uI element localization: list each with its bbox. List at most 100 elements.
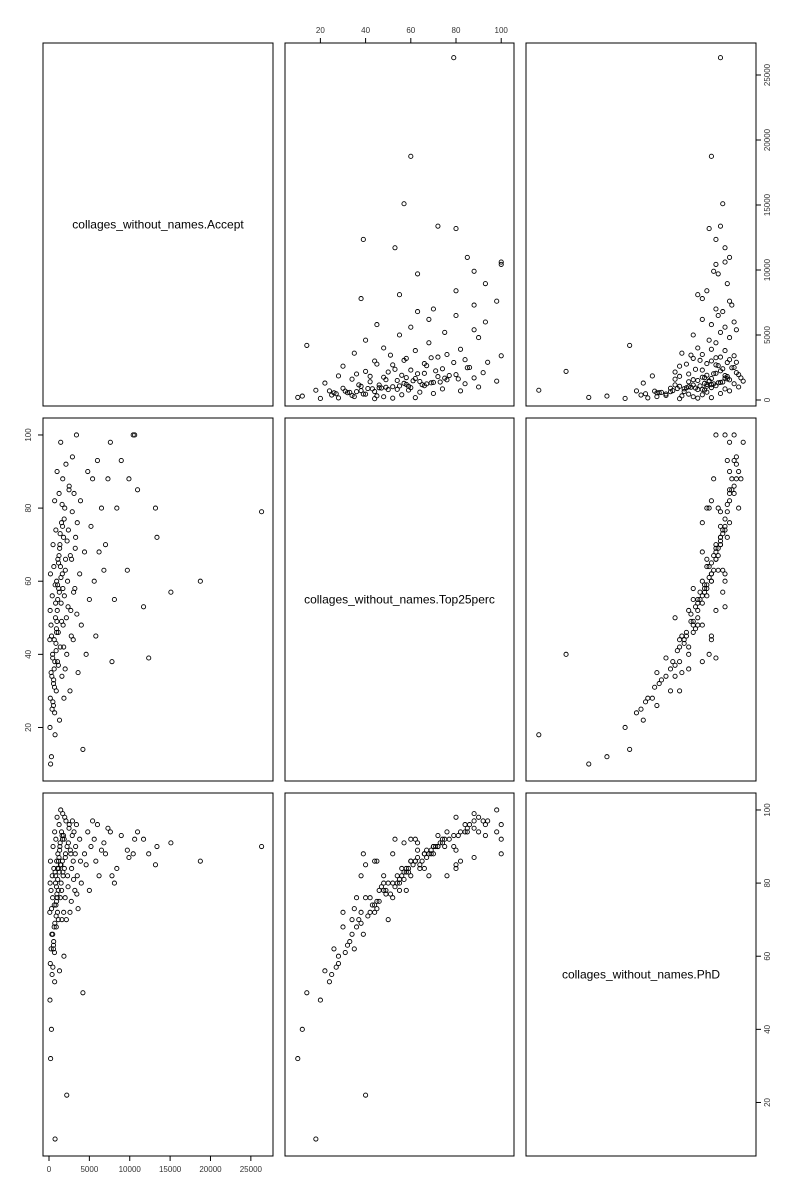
data-point-r0-c2-28 — [727, 335, 733, 341]
data-point-r1-c0-131 — [50, 655, 56, 661]
data-point-r0-c2-46 — [731, 364, 737, 371]
data-point-r0-c1-27 — [396, 332, 403, 338]
data-point-r1-c0-122 — [71, 589, 77, 595]
data-point-r1-c2-132 — [638, 706, 644, 712]
data-point-r2-c0-122 — [71, 876, 77, 882]
data-point-r1-c0-123 — [72, 545, 78, 551]
data-point-r2-c0-22 — [94, 822, 100, 828]
data-point-r2-c0-113 — [60, 869, 66, 875]
data-point-r0-c2-98 — [702, 387, 708, 393]
data-point-r2-c0-43 — [69, 865, 75, 872]
data-point-r2-c0-118 — [66, 825, 72, 831]
data-point-r2-c1-11 — [415, 847, 421, 853]
data-point-r0-c2-80 — [681, 388, 687, 395]
data-point-r2-c1-21 — [426, 873, 432, 879]
data-point-r2-c0-87 — [48, 1026, 54, 1032]
data-point-r1-c0-15 — [109, 659, 115, 665]
data-point-r1-c0-127 — [54, 629, 60, 635]
data-point-r0-c1-102 — [410, 378, 416, 384]
right-tick-label-phd-100: 100 — [763, 803, 772, 817]
data-point-r0-c2-103 — [658, 389, 664, 396]
data-point-r0-c1-0 — [451, 55, 457, 61]
data-point-r1-c0-55 — [61, 593, 67, 599]
data-point-r1-c2-41 — [708, 637, 714, 643]
diagonal-label-top25: collages_without_names.Top25perc — [304, 593, 495, 607]
data-point-r2-c0-76 — [53, 836, 59, 842]
data-point-r0-c2-113 — [702, 375, 708, 381]
data-point-r0-c2-7 — [727, 254, 733, 260]
data-point-r1-c0-27 — [86, 596, 92, 603]
data-point-r1-c2-5 — [713, 655, 719, 661]
data-point-r0-c1-48 — [408, 367, 414, 373]
data-point-r1-c2-113 — [702, 585, 708, 592]
data-point-r2-c1-108 — [358, 920, 364, 926]
data-point-r2-c1-100 — [378, 884, 384, 890]
data-point-r2-c0-4 — [152, 862, 159, 868]
right-tick-label-phd-40: 40 — [763, 1024, 772, 1033]
data-point-r1-c0-124 — [74, 611, 80, 617]
data-point-r0-c1-17 — [471, 302, 477, 308]
data-point-r0-c2-136 — [706, 378, 712, 385]
data-point-r1-c0-34 — [77, 571, 83, 577]
data-point-r2-c0-37 — [73, 822, 79, 828]
data-point-r2-c1-47 — [439, 840, 446, 846]
data-point-r2-c1-122 — [401, 876, 407, 882]
data-point-r2-c0-31 — [80, 990, 86, 996]
top-tick-label-top25-20: 20 — [316, 26, 325, 35]
data-point-r1-c0-111 — [57, 531, 63, 537]
data-point-r0-c1-126 — [405, 383, 412, 389]
data-point-r1-c0-96 — [54, 607, 60, 614]
data-point-r2-c0-130 — [50, 942, 57, 948]
right-tick-label-accept-5000: 5000 — [763, 326, 772, 344]
data-point-r2-c0-104 — [50, 964, 56, 970]
data-point-r0-c1-55 — [399, 372, 405, 378]
data-point-r2-c0-88 — [48, 887, 54, 893]
data-point-r0-c1-106 — [383, 384, 389, 390]
data-point-r1-c0-1 — [197, 578, 203, 584]
data-point-r0-c1-12 — [482, 281, 488, 287]
data-point-r0-c2-111 — [720, 379, 726, 385]
data-point-r0-c2-73 — [736, 384, 742, 390]
data-point-r0-c1-5 — [360, 236, 366, 243]
data-point-r0-c2-120 — [683, 361, 689, 367]
data-point-r2-c1-67 — [322, 968, 328, 974]
data-point-r1-c2-84 — [686, 651, 692, 657]
data-point-r0-c1-67 — [322, 380, 328, 386]
data-point-r1-c2-101 — [715, 545, 721, 551]
data-point-r1-c2-9 — [713, 432, 719, 438]
data-point-r2-c1-33 — [457, 858, 464, 864]
data-point-r1-c0-53 — [62, 666, 68, 672]
data-point-r1-c0-11 — [124, 567, 130, 573]
data-point-r0-c2-97 — [674, 386, 680, 392]
data-point-r1-c2-108 — [670, 659, 676, 665]
data-point-r1-c2-137 — [690, 618, 696, 624]
data-point-r2-c1-35 — [351, 906, 357, 912]
data-point-r1-c0-26 — [88, 523, 94, 529]
data-point-r0-c1-33 — [457, 346, 464, 352]
data-point-r2-c1-28 — [476, 829, 482, 835]
data-point-r2-c1-43 — [421, 865, 427, 872]
data-point-r0-c2-87 — [604, 393, 610, 399]
data-point-r1-c0-20 — [98, 505, 105, 511]
data-point-r1-c0-78 — [52, 732, 58, 738]
data-point-r1-c2-49 — [563, 651, 569, 657]
data-point-r1-c2-61 — [672, 673, 678, 679]
data-point-r2-c1-118 — [464, 825, 470, 831]
data-point-r2-c1-23 — [374, 858, 380, 864]
data-point-r1-c0-10 — [126, 476, 132, 482]
data-point-r0-c2-119 — [715, 363, 721, 369]
data-point-r1-c0-5 — [146, 655, 152, 661]
data-point-r1-c2-48 — [699, 578, 705, 584]
data-point-r0-c1-51 — [480, 370, 486, 376]
data-point-r1-c2-92 — [695, 607, 701, 614]
data-point-r1-c0-65 — [57, 644, 63, 650]
data-point-r2-c1-39 — [403, 887, 409, 893]
data-point-r2-c0-116 — [64, 843, 70, 850]
data-point-r2-c1-56 — [335, 953, 342, 959]
data-point-r2-c1-102 — [410, 862, 416, 868]
data-point-r1-c2-58 — [699, 622, 705, 628]
data-point-r2-c1-137 — [383, 887, 389, 893]
data-point-r2-c0-65 — [57, 895, 63, 901]
data-point-r2-c0-120 — [68, 898, 74, 904]
data-point-r1-c2-2 — [720, 589, 726, 595]
